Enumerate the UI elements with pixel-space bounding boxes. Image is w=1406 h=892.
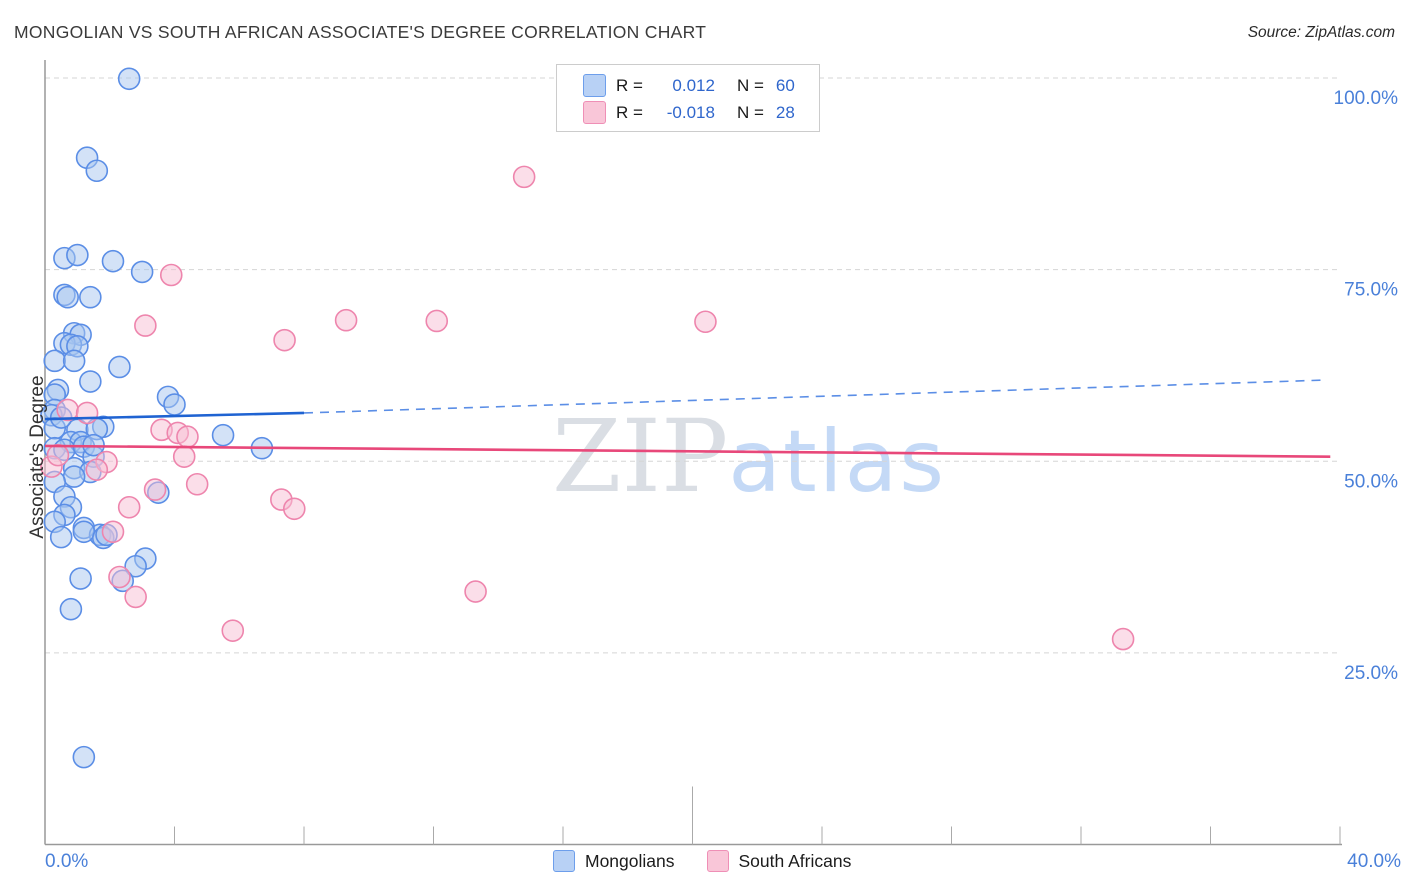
correlation-row-south-africans: R = -0.018 N = 28	[583, 99, 819, 126]
south-african-point	[159, 263, 183, 287]
south-african-point	[1111, 627, 1135, 651]
legend-item-mongolians: Mongolians	[553, 850, 675, 872]
r-value-mongolians: 0.012	[672, 75, 715, 95]
correlation-row-mongolians: R = 0.012 N = 60	[583, 72, 819, 99]
watermark-atlas-text: atlas	[728, 412, 947, 512]
south-african-point	[185, 472, 209, 496]
south-african-point	[282, 497, 306, 521]
n-value-south-africans: 28	[775, 102, 795, 122]
mongolian-point	[130, 260, 154, 284]
mongolian-trendline-projection	[303, 379, 1328, 414]
south-african-point	[101, 520, 125, 544]
x-axis-max-label: 40.0%	[1347, 851, 1401, 872]
zipatlas-watermark: ZIPatlas	[552, 398, 946, 515]
mongolian-point	[79, 285, 102, 309]
r-value-south-africans: -0.018	[666, 102, 715, 122]
south-african-point	[85, 458, 109, 481]
mongolians-label: Mongolians	[585, 850, 675, 871]
mongolians-swatch	[553, 850, 575, 872]
y-axis-title: Associate's Degree	[27, 375, 48, 539]
south-african-point	[273, 328, 296, 352]
south-african-point	[124, 585, 147, 609]
mongolian-point	[117, 67, 141, 91]
n-label: N =	[736, 102, 764, 122]
mongolian-point	[163, 393, 186, 416]
south-african-point	[512, 165, 536, 189]
mongolian-point	[79, 370, 102, 393]
mongolian-point	[49, 525, 73, 549]
mongolian-point	[59, 597, 83, 621]
south-africans-swatch	[706, 850, 729, 872]
mongolian-point	[62, 349, 86, 373]
chart-title: MONGOLIAN VS SOUTH AFRICAN ASSOCIATE'S D…	[14, 22, 707, 42]
mongolian-point	[72, 520, 96, 544]
r-label: R =	[616, 102, 643, 122]
legend-item-south-africans: South Africans	[706, 850, 852, 872]
south-african-point	[694, 310, 717, 334]
y-tick-label-75: 75.0%	[1344, 280, 1398, 301]
mongolian-point	[72, 745, 96, 769]
south-african-point	[134, 314, 157, 337]
south-african-point	[143, 478, 167, 501]
n-value-mongolians: 60	[775, 75, 795, 95]
south-african-point	[108, 565, 131, 589]
mongolian-point	[69, 567, 92, 590]
r-label: R =	[616, 75, 643, 95]
source-attribution: Source: ZipAtlas.com	[1247, 24, 1395, 41]
south-african-point	[117, 495, 141, 519]
south-african-trendline	[44, 444, 1331, 458]
y-tick-label-100: 100.0%	[1334, 88, 1399, 109]
mongolian-point	[66, 243, 89, 267]
mongolian-point	[101, 249, 125, 273]
south-african-point	[46, 443, 70, 467]
south-african-point	[334, 308, 358, 332]
mongolian-point	[56, 285, 79, 309]
south-africans-legend-swatch	[583, 101, 606, 124]
south-african-point	[464, 580, 487, 603]
south-african-point	[221, 619, 245, 642]
mongolian-point	[108, 355, 131, 379]
south-african-point	[75, 401, 99, 425]
south-africans-label: South Africans	[738, 850, 852, 871]
mongolian-point	[85, 159, 109, 183]
mongolian-point	[211, 423, 235, 447]
x-axis-min-label: 0.0%	[45, 851, 89, 872]
correlation-legend: R = 0.012 N = 60 R = -0.018 N = 28	[556, 64, 820, 132]
y-tick-label-25: 25.0%	[1344, 663, 1398, 684]
south-african-point	[176, 425, 199, 449]
south-african-point	[425, 309, 449, 333]
series-legend: Mongolians South Africans	[553, 850, 851, 872]
watermark-zip-text: ZIP	[552, 398, 729, 515]
y-tick-label-50: 50.0%	[1344, 471, 1398, 492]
mongolian-point	[124, 554, 147, 578]
mongolian-point	[62, 465, 86, 488]
n-label: N =	[736, 75, 764, 95]
mongolians-legend-swatch	[583, 74, 606, 97]
south-african-point	[172, 445, 196, 468]
mongolian-trendline	[44, 411, 305, 421]
